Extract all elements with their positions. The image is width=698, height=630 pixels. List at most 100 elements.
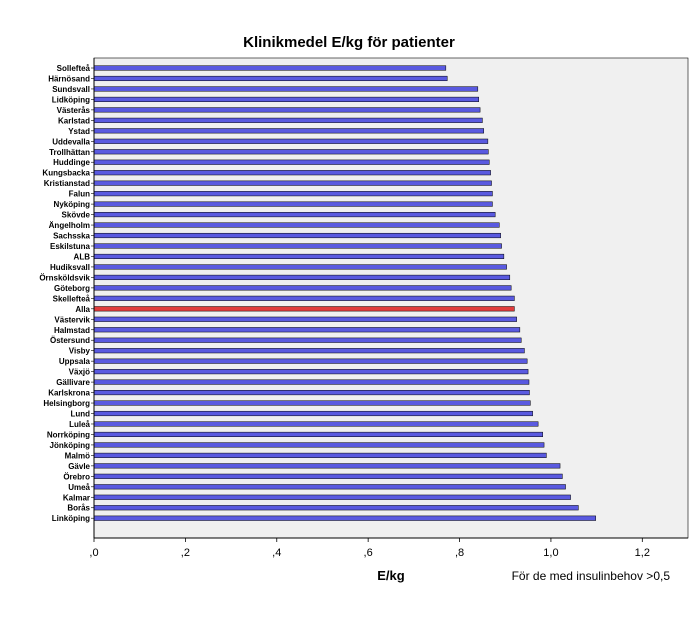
bar-östersund	[93, 337, 522, 343]
category-label: Örebro	[63, 472, 90, 481]
bar-kristianstad	[93, 180, 492, 186]
bar-ängelholm	[93, 222, 500, 228]
category-label: Karlstad	[58, 116, 90, 125]
category-label: Nyköping	[54, 200, 91, 209]
bar-lidköping	[93, 96, 479, 102]
bar-borås	[93, 505, 579, 511]
category-label: Malmö	[65, 451, 90, 460]
category-label: Växjö	[69, 368, 90, 377]
bar-alb	[93, 253, 505, 260]
bar-trollhättan	[93, 149, 489, 155]
bar-kalmar	[93, 494, 571, 500]
category-label: Skövde	[62, 211, 91, 220]
category-label: Eskilstuna	[50, 242, 91, 251]
category-label: Västervik	[54, 315, 90, 324]
bar-halmstad	[93, 327, 521, 333]
bar-luleå	[93, 421, 539, 427]
bar-sachsska	[93, 232, 501, 239]
category-label: Uppsala	[59, 357, 91, 366]
category-label: Gällivare	[56, 378, 90, 387]
category-label: Alla	[75, 305, 90, 314]
bar-sundsvall	[93, 86, 479, 92]
x-tick-label: 1,0	[543, 547, 558, 559]
category-label: Örnsköldsvik	[39, 273, 90, 282]
category-label: Uddevalla	[52, 137, 90, 146]
x-tick-label: ,8	[455, 547, 464, 559]
category-label: Hudiksvall	[50, 263, 90, 272]
category-label: Härnösand	[48, 74, 90, 83]
category-label: Umeå	[68, 483, 90, 492]
bar-falun	[93, 191, 493, 197]
category-label: Kungsbacka	[42, 169, 90, 178]
x-tick-label: ,6	[364, 547, 373, 559]
category-label: Kristianstad	[44, 179, 90, 188]
category-label: Jönköping	[50, 441, 91, 450]
bar-gävle	[93, 463, 561, 469]
category-label: Borås	[67, 504, 90, 513]
bar-ystad	[93, 128, 485, 134]
bar-sollefteå	[93, 65, 447, 71]
x-tick-label: ,2	[181, 547, 190, 559]
category-label: Göteborg	[54, 284, 90, 293]
category-label: Sachsska	[53, 232, 90, 241]
category-label: Östersund	[50, 336, 90, 345]
bar-umeå	[93, 484, 566, 490]
bar-huddinge	[93, 159, 490, 165]
category-label: Ängelholm	[49, 221, 90, 230]
category-label: Ystad	[68, 127, 90, 136]
bar-lund	[93, 410, 533, 417]
category-label: Karlskrona	[48, 389, 90, 398]
bar-norrköping	[93, 431, 543, 437]
bar-visby	[93, 348, 525, 354]
bar-eskilstuna	[93, 243, 502, 249]
category-label: Norrköping	[47, 430, 90, 439]
bar-linköping	[93, 515, 596, 521]
bar-uppsala	[93, 358, 528, 364]
bar-kungsbacka	[93, 170, 491, 176]
category-label: Sollefteå	[57, 64, 91, 73]
category-label: Gävle	[68, 462, 90, 471]
x-tick-label: ,4	[272, 547, 281, 559]
category-label: Falun	[69, 190, 90, 199]
category-label: Lidköping	[52, 95, 90, 104]
footnote: För de med insulinbehov >0,5	[512, 569, 671, 583]
category-label: Västerås	[57, 106, 91, 115]
bar-härnösand	[93, 75, 448, 82]
x-axis-ticks: ,0 ,2 ,4 ,6 ,8 1,0 1,2	[89, 538, 650, 559]
category-label: Halmstad	[54, 326, 90, 335]
bar-karlskrona	[93, 390, 530, 396]
chart-title: Klinikmedel E/kg för patienter	[243, 34, 455, 51]
bar-växjö	[93, 369, 529, 375]
bar-örebro	[93, 473, 563, 479]
bar-skövde	[93, 212, 496, 218]
bar-malmö	[93, 452, 547, 458]
bar-västerås	[93, 107, 481, 113]
x-tick-label: ,0	[89, 547, 98, 559]
bar-nyköping	[93, 201, 493, 207]
bar-uddevalla	[93, 138, 489, 144]
bar-gällivare	[93, 379, 530, 385]
category-label: ALB	[74, 252, 91, 261]
bar-skellefteå	[93, 295, 515, 301]
x-tick-label: 1,2	[635, 547, 650, 559]
category-label: Trollhättan	[49, 148, 90, 157]
category-label: Visby	[69, 347, 91, 356]
bar-örnsköldsvik	[93, 274, 511, 280]
x-axis-title: E/kg	[377, 568, 405, 583]
bar-karlstad	[93, 117, 483, 123]
bar-jönköping	[93, 442, 545, 448]
category-label: Kalmar	[63, 493, 90, 502]
category-label: Skellefteå	[53, 294, 91, 303]
category-label: Linköping	[52, 514, 90, 523]
bar-hudiksvall	[93, 264, 507, 270]
bar-göteborg	[93, 285, 512, 291]
category-label: Huddinge	[53, 158, 90, 167]
bar-helsingborg	[93, 400, 531, 406]
bar-alla	[93, 306, 515, 312]
category-label: Luleå	[69, 420, 90, 429]
category-label: Helsingborg	[43, 399, 90, 408]
category-label: Sundsvall	[52, 85, 90, 94]
bar-västervik	[93, 316, 517, 322]
